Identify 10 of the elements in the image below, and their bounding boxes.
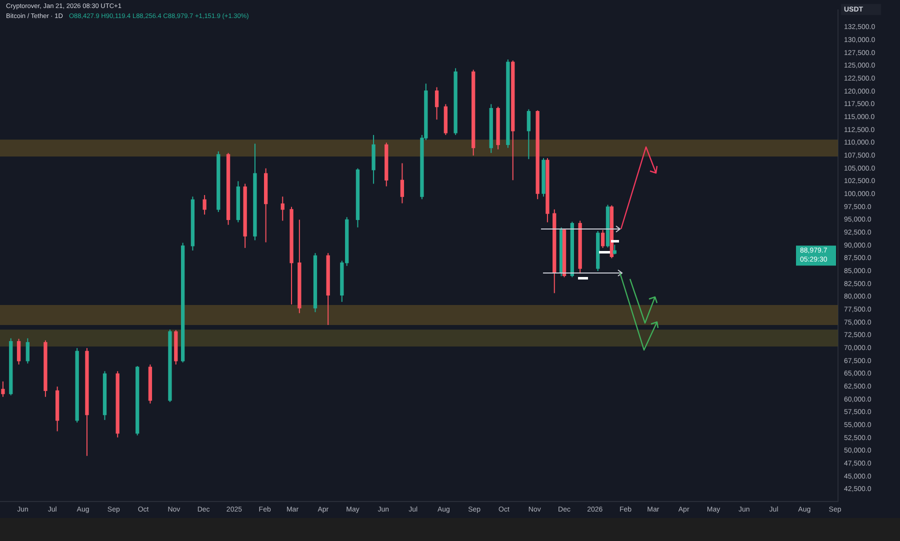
candlestick bbox=[16, 338, 21, 365]
candlestick bbox=[600, 229, 605, 248]
candlestick bbox=[1, 380, 5, 398]
candlestick bbox=[202, 194, 206, 216]
candlestick bbox=[280, 196, 284, 222]
candlestick bbox=[400, 162, 404, 204]
candlestick bbox=[612, 244, 616, 255]
candlestick bbox=[526, 108, 531, 160]
candlestick bbox=[434, 86, 439, 120]
candlestick bbox=[26, 338, 30, 364]
